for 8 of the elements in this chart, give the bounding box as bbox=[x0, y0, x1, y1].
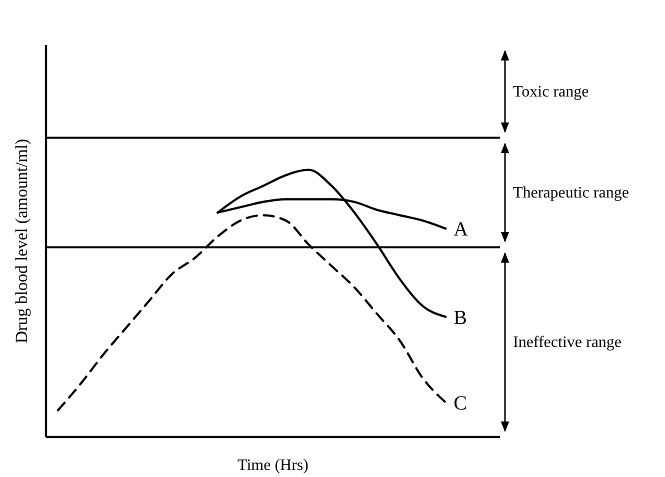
x-axis-title: Time (Hrs) bbox=[238, 457, 308, 474]
series-label: B bbox=[454, 306, 467, 329]
series-label: C bbox=[454, 392, 467, 414]
text: Toxic range bbox=[513, 83, 589, 100]
y-axis-title: Drug blood level (amount/ml) bbox=[12, 138, 31, 344]
series-label: A bbox=[454, 218, 469, 241]
text: Therapeutic range bbox=[513, 184, 629, 202]
text: Ineffective range bbox=[513, 334, 622, 352]
